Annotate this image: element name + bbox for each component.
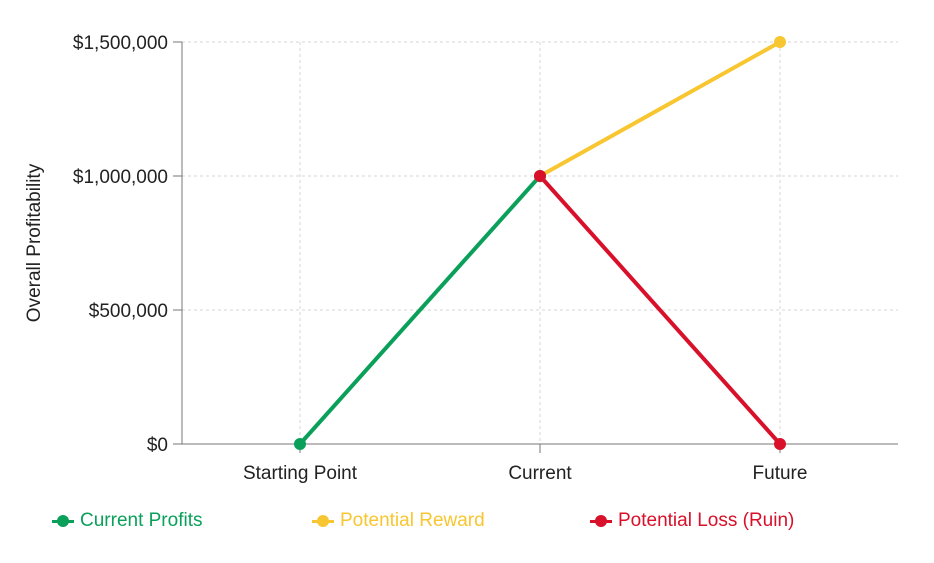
legend-marker-icon <box>52 514 74 528</box>
legend-dot <box>317 515 329 527</box>
series-line-potential-reward <box>539 40 781 178</box>
x-tick-label: Future <box>753 463 808 484</box>
legend-label: Current Profits <box>80 510 203 531</box>
data-point[interactable] <box>774 36 786 48</box>
y-axis-title: Overall Profitability <box>24 163 45 322</box>
legend-label: Potential Loss (Ruin) <box>618 510 795 531</box>
data-point[interactable] <box>774 438 786 450</box>
y-tick-label: $0 <box>147 435 168 456</box>
legend: Current Profits Potential Reward Potenti… <box>0 510 934 540</box>
series-line-potential-loss-ruin <box>538 174 782 446</box>
legend-label: Potential Reward <box>340 510 485 531</box>
legend-item-potential-loss[interactable]: Potential Loss (Ruin) <box>590 510 794 532</box>
data-point[interactable] <box>294 438 306 450</box>
y-tick-label: $1,000,000 <box>73 167 168 188</box>
y-tick-label: $1,500,000 <box>73 33 168 54</box>
legend-marker-icon <box>312 514 334 528</box>
data-point[interactable] <box>534 170 546 182</box>
x-tick-label: Starting Point <box>243 463 358 484</box>
x-tick-label: Current <box>508 463 572 484</box>
legend-dot <box>595 515 607 527</box>
profitability-chart: $0 $500,000 $1,000,000 $1,500,000 Starting P… <box>24 33 898 484</box>
legend-item-current-profits[interactable]: Current Profits <box>52 510 202 532</box>
legend-marker-icon <box>590 514 612 528</box>
series-line-current-profits <box>298 174 542 446</box>
legend-item-potential-reward[interactable]: Potential Reward <box>312 510 485 532</box>
legend-dot <box>57 515 69 527</box>
y-tick-label: $500,000 <box>89 301 168 322</box>
